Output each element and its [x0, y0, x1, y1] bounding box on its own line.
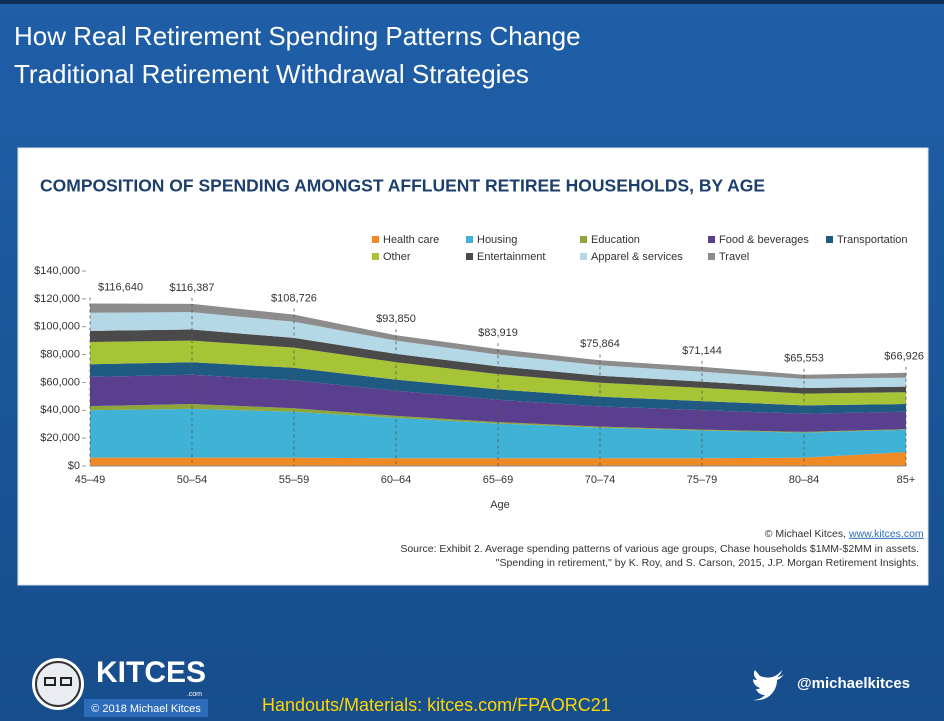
x-tick-label: 80–84	[789, 474, 820, 486]
slide-title: How Real Retirement Spending Patterns Ch…	[14, 21, 581, 51]
credit: © Michael Kitces,	[765, 528, 846, 540]
total-label: $66,926	[884, 351, 924, 363]
y-tick-label: $40,000	[40, 404, 80, 416]
legend-label: Transportation	[837, 234, 908, 246]
total-label: $65,553	[784, 353, 824, 365]
x-tick-label: 60–64	[381, 474, 412, 486]
legend-swatch	[580, 236, 587, 243]
y-tick-label: $0	[68, 460, 80, 472]
legend-label: Entertainment	[477, 251, 545, 263]
total-label: $83,919	[478, 327, 518, 339]
twitter-icon	[753, 670, 784, 701]
total-label: $116,640	[98, 281, 143, 293]
y-tick-label: $80,000	[40, 348, 80, 360]
twitter-handle: @michaelkitces	[797, 675, 910, 692]
legend-swatch	[372, 236, 379, 243]
logo-glasses	[44, 677, 56, 686]
legend-label: Travel	[719, 251, 749, 263]
y-tick-label: $120,000	[34, 293, 80, 305]
slide-title: Traditional Retirement Withdrawal Strate…	[14, 59, 529, 89]
total-label: $93,850	[376, 313, 416, 325]
top-edge	[0, 0, 944, 4]
handouts: Handouts/Materials: kitces.com/FPAORC21	[262, 695, 611, 715]
logo-face	[35, 661, 81, 707]
copyright: © 2018 Michael Kitces	[91, 703, 201, 715]
legend-swatch	[708, 236, 715, 243]
source-line: Source: Exhibit 2. Average spending patt…	[400, 543, 919, 555]
total-label: $71,144	[682, 345, 722, 357]
logo-text: KITCES	[96, 656, 206, 689]
credit-link[interactable]: www.kitces.com	[848, 528, 924, 540]
logo-glasses	[60, 677, 72, 686]
legend-label: Other	[383, 251, 411, 263]
y-tick-label: $140,000	[34, 265, 80, 277]
x-tick-label: 55–59	[279, 474, 310, 486]
plot: $0 $20,000 $40,000 $60,000 $80,000 $100,000 $1…	[34, 234, 924, 486]
legend-swatch	[372, 253, 379, 260]
legend-swatch	[580, 253, 587, 260]
y-tick-label: $20,000	[40, 432, 80, 444]
x-tick-label: 45–49	[75, 474, 106, 486]
x-tick-label: 65–69	[483, 474, 514, 486]
copyright-bg	[84, 699, 208, 717]
x-tick-label: 50–54	[177, 474, 208, 486]
legend-swatch	[466, 236, 473, 243]
x-tick-label: 75–79	[687, 474, 718, 486]
legend-label: Food & beverages	[719, 234, 809, 246]
total-label: $116,387	[169, 282, 214, 294]
total-label: $75,864	[580, 338, 620, 350]
area	[90, 312, 906, 388]
legend-swatch	[708, 253, 715, 260]
source-line: "Spending in retirement," by K. Roy, and…	[496, 557, 919, 569]
y-tick-label: $100,000	[34, 321, 80, 333]
logo-suffix: .com	[187, 691, 202, 698]
y-tick-label: $60,000	[40, 376, 80, 388]
x-tick-label: 85+	[897, 474, 916, 486]
legend-swatch	[826, 236, 833, 243]
x-axis-label: Age	[490, 499, 510, 511]
legend-label: Housing	[477, 234, 517, 246]
legend-label: Education	[591, 234, 640, 246]
legend-label: Health care	[383, 234, 439, 246]
total-label: $108,726	[271, 292, 317, 304]
x-tick-label: 70–74	[585, 474, 616, 486]
area	[90, 303, 906, 379]
legend-swatch	[466, 253, 473, 260]
legend-label: Apparel & services	[591, 251, 683, 263]
chart-title: COMPOSITION OF SPENDING AMONGST AFFLUENT…	[40, 176, 765, 196]
